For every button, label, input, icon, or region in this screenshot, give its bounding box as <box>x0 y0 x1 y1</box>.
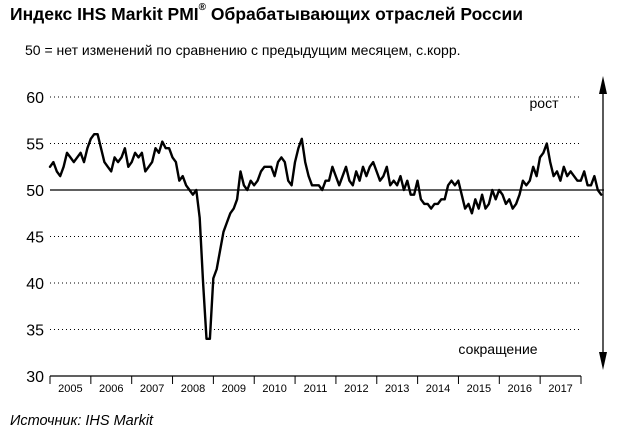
source-note: Источник: IHS Markit <box>10 413 154 429</box>
y-tick-label: 45 <box>26 230 44 247</box>
x-tick-label: 2015 <box>467 383 491 395</box>
x-tick-label: 2014 <box>426 383 450 395</box>
x-tick-label: 2010 <box>262 383 286 395</box>
y-tick-label: 55 <box>26 137 44 154</box>
annotation-growth: рост <box>530 95 560 111</box>
x-tick-label: 2012 <box>344 383 368 395</box>
x-tick-label: 2017 <box>548 383 572 395</box>
x-tick-label: 2008 <box>181 383 205 395</box>
x-tick-label: 2007 <box>140 383 164 395</box>
y-tick-label: 30 <box>26 369 44 386</box>
x-tick-label: 2016 <box>507 383 531 395</box>
y-tick-label: 35 <box>26 323 44 340</box>
arrow-down-head <box>599 352 607 370</box>
chart-title-main: Индекс IHS Markit PMI <box>10 4 199 24</box>
series-line-0 <box>48 132 603 340</box>
x-tick-label: 2006 <box>99 383 123 395</box>
x-tick-label: 2013 <box>385 383 409 395</box>
x-tick-label: 2009 <box>222 383 246 395</box>
y-tick-label: 60 <box>26 90 44 107</box>
chart-title-rest: Обрабатывающих отраслей России <box>206 4 524 24</box>
x-tick-label: 2011 <box>304 383 328 395</box>
x-tick-label: 2005 <box>58 383 82 395</box>
chart-title: Индекс IHS Markit PMI® Обрабатывающих от… <box>10 2 524 25</box>
chart-subtitle: 50 = нет изменений по сравнению с предыд… <box>25 42 461 58</box>
registered-mark: ® <box>198 2 207 14</box>
arrow-up-head <box>599 76 607 94</box>
y-tick-label: 40 <box>26 276 44 293</box>
y-tick-label: 50 <box>26 183 44 200</box>
annotation-contraction: сокращение <box>458 341 537 357</box>
